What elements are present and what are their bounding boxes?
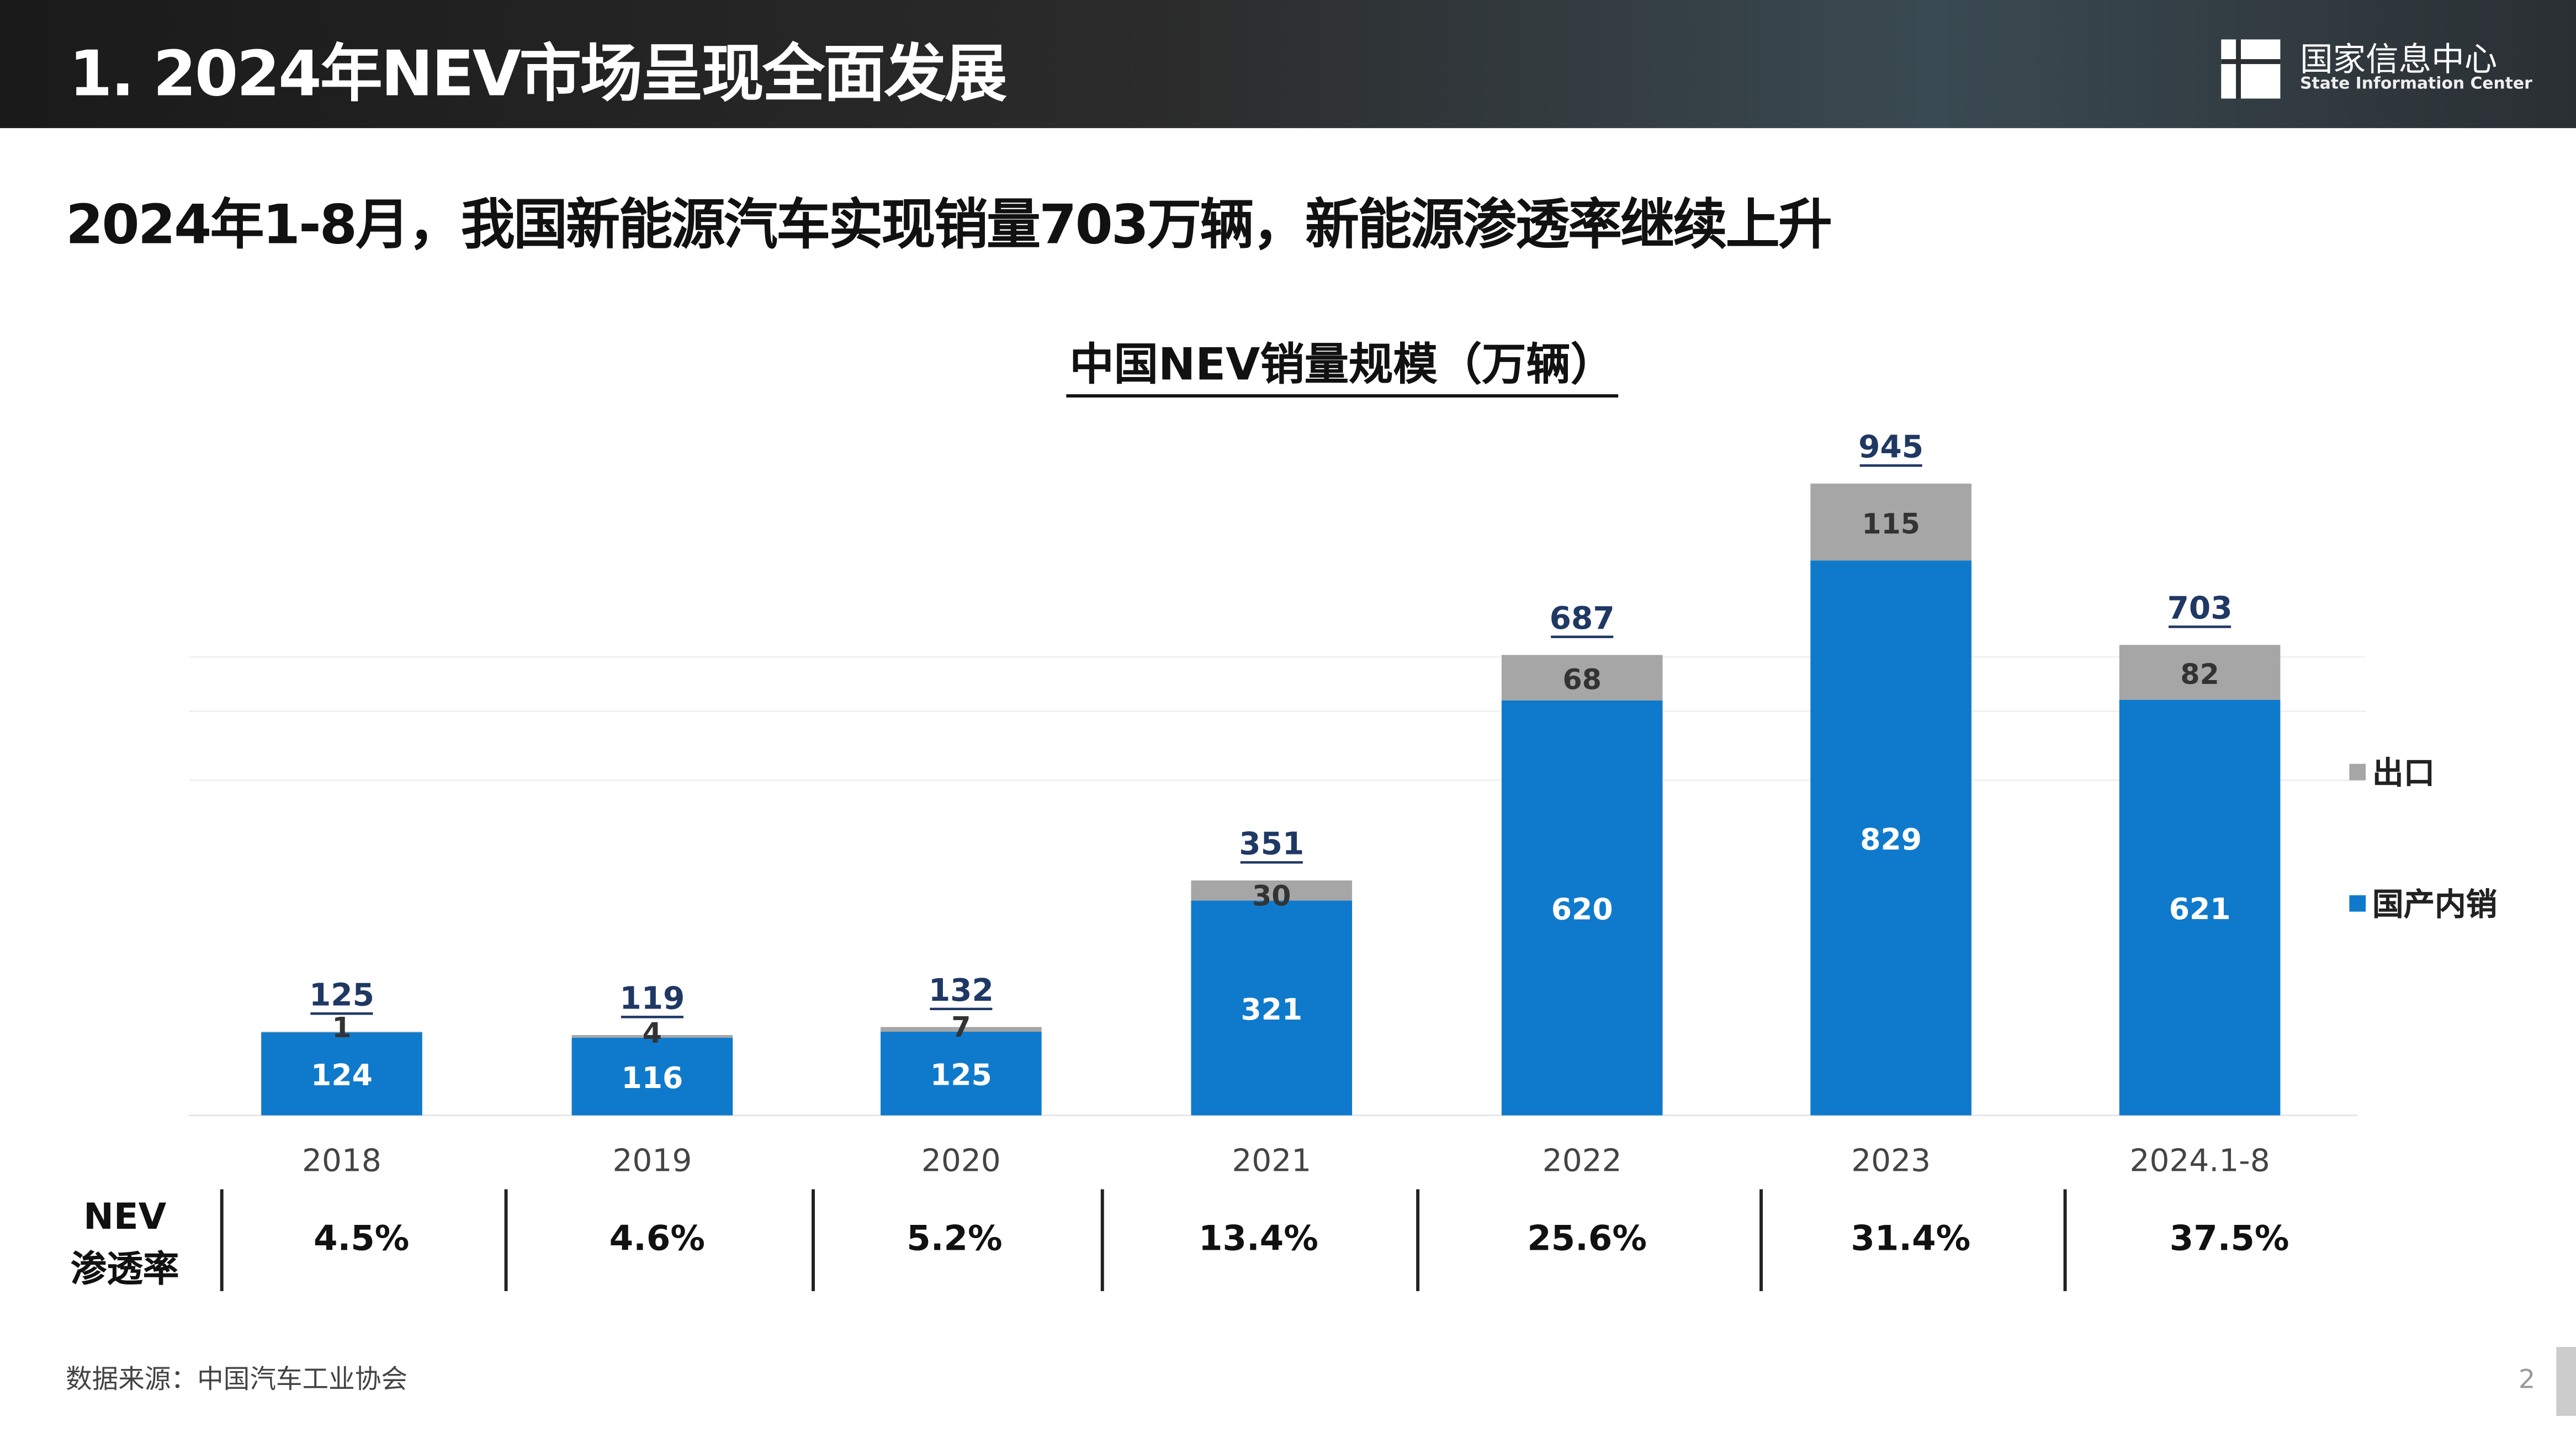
data-label-total: 703 [2167, 591, 2233, 627]
bar-domestic [2119, 699, 2281, 1116]
data-label-domestic: 829 [1860, 822, 1922, 857]
penetration-label: NEV 渗透率 [49, 1192, 200, 1297]
bar-export [1810, 484, 1971, 561]
penetration-value: 4.6% [609, 1219, 705, 1259]
penetration-separator [220, 1189, 224, 1291]
penetration-value: 5.2% [907, 1219, 1003, 1259]
penetration-separator [1100, 1189, 1104, 1291]
bar-domestic [571, 1037, 733, 1116]
chart-title: 中国NEV销量规模（万辆） [0, 328, 2576, 398]
bar-domestic [1501, 700, 1663, 1116]
data-label-export: 115 [1862, 508, 1920, 540]
bar-domestic [881, 1032, 1042, 1116]
x-tick-label: 2024.1-8 [2130, 1143, 2270, 1179]
penetration-value: 25.6% [1527, 1219, 1647, 1259]
x-tick-label: 2019 [612, 1143, 692, 1179]
data-label-export: 1 [332, 1011, 351, 1044]
penetration-value: 31.4% [1851, 1219, 1971, 1259]
penetration-value: 37.5% [2169, 1219, 2289, 1259]
x-tick-label: 2018 [302, 1143, 381, 1179]
bar-domestic [261, 1032, 422, 1116]
data-label-total: 119 [619, 980, 685, 1016]
data-label-total: 125 [309, 977, 374, 1013]
legend-label-export: 出口 [2372, 755, 2435, 792]
data-label-export: 68 [1563, 664, 1602, 696]
x-tick-label: 2022 [1543, 1143, 1622, 1179]
data-label-domestic: 620 [1551, 892, 1613, 927]
penetration-separator [2063, 1189, 2067, 1291]
penetration-label-line1: NEV [83, 1197, 167, 1239]
data-label-total: 132 [929, 973, 994, 1009]
scrollbar[interactable] [2556, 1347, 2576, 1416]
data-source: 数据来源：中国汽车工业协会 [66, 1363, 408, 1395]
header-bar: 1. 2024年NEV市场呈现全面发展 国家信息中心 State Informa… [0, 0, 2576, 129]
data-label-export: 30 [1252, 879, 1291, 912]
bar-export [1501, 655, 1663, 700]
bar-domestic [1810, 560, 1971, 1116]
slide-title: 1. 2024年NEV市场呈现全面发展 [68, 38, 1007, 110]
data-label-export: 4 [643, 1017, 662, 1049]
logo-mark-icon [2221, 39, 2281, 99]
penetration-separator [1759, 1189, 1763, 1291]
legend-item-domestic: 国产内销 [2349, 880, 2497, 925]
subtitle: 2024年1-8月，我国新能源汽车实现销量703万辆，新能源渗透率继续上升 [66, 192, 1832, 257]
x-tick-label: 2023 [1851, 1143, 1931, 1179]
data-label-total: 687 [1550, 601, 1615, 636]
data-label-export: 7 [951, 1011, 971, 1043]
data-label-domestic: 124 [311, 1058, 373, 1092]
data-label-domestic: 321 [1241, 992, 1302, 1027]
x-tick-label: 2020 [921, 1143, 1001, 1179]
penetration-separator [812, 1189, 815, 1291]
bar-export [571, 1035, 733, 1038]
penetration-separator [1416, 1189, 1420, 1291]
logo-text-en: State Information Center [2300, 75, 2532, 94]
x-tick-label: 2021 [1232, 1143, 1311, 1179]
data-label-export: 82 [2180, 658, 2219, 691]
penetration-value: 4.5% [314, 1219, 410, 1259]
penetration-label-line2: 渗透率 [70, 1250, 179, 1291]
chart-title-text: 中国NEV销量规模（万辆） [1066, 340, 1619, 398]
data-label-domestic: 116 [622, 1060, 683, 1095]
page-number: 2 [2518, 1363, 2536, 1395]
bar-domestic [1191, 900, 1353, 1116]
legend-swatch-domestic [2349, 894, 2366, 911]
data-label-total: 351 [1239, 826, 1304, 862]
penetration-separator [504, 1189, 508, 1291]
logo-text-cn: 国家信息中心 [2300, 39, 2498, 79]
data-label-domestic: 125 [930, 1058, 992, 1092]
data-label-domestic: 621 [2169, 891, 2231, 926]
bar-export [2119, 645, 2281, 700]
legend-swatch-export [2349, 763, 2366, 780]
bar-export [1191, 880, 1353, 901]
data-label-total: 945 [1858, 429, 1923, 465]
legend-label-domestic: 国产内销 [2372, 887, 2498, 923]
bar-export [881, 1027, 1042, 1032]
legend-item-export: 出口 [2349, 749, 2435, 793]
penetration-value: 13.4% [1199, 1219, 1318, 1259]
